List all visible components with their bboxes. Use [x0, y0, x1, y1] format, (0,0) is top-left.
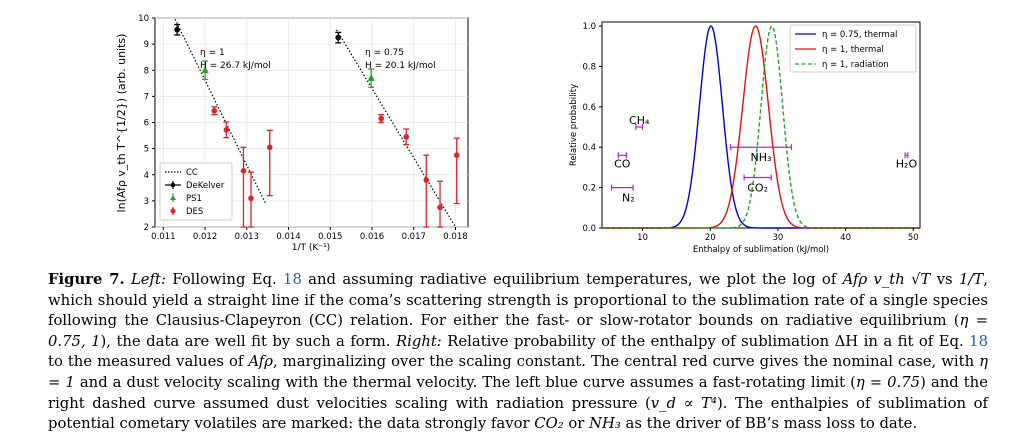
ps1-point — [367, 74, 375, 81]
caption-text: Following Eq. — [165, 271, 284, 288]
des-point — [266, 144, 273, 151]
annotation-eta1: η = 1 — [200, 48, 225, 58]
x-tick-label: 0.012 — [193, 232, 217, 242]
des-point — [403, 134, 410, 140]
dekelver-point — [335, 34, 342, 41]
des-point — [453, 152, 460, 158]
des-point — [378, 115, 384, 122]
annotation-h1: H = 26.7 kJ/mol — [200, 61, 271, 71]
figures: 0.011 0.012 0.013 0.014 0.015 0.016 0.017 0.018… — [115, 14, 921, 255]
caption-text: and assuming radiative equilibrium tempe… — [301, 271, 843, 288]
y-tick-label: 7 — [144, 92, 149, 102]
dekelver-point — [174, 26, 180, 33]
left-chart: 0.011 0.012 0.013 0.014 0.015 0.016 0.017 0.018… — [115, 14, 469, 253]
des-point — [240, 168, 247, 174]
eq-ref-link[interactable]: 18 — [969, 332, 988, 350]
y-tick-label: 8 — [144, 66, 149, 76]
legend-ps1: PS1 — [186, 194, 202, 204]
left-legend: CC DeKelver PS1 DES — [159, 162, 233, 221]
caption-text: or — [563, 415, 590, 433]
des-point — [423, 177, 430, 183]
annotation-h075: H = 20.1 kJ/mol — [365, 61, 436, 71]
right-legend: η = 0.75, thermal η = 1, thermal η = 1, … — [789, 24, 917, 73]
x-tick-label: 0.014 — [276, 232, 300, 242]
caption-text: ). The enthalpies of sublimation of pote… — [48, 394, 989, 433]
caption-left: Left: — [130, 271, 166, 288]
caption-math: CO₂ — [534, 415, 564, 433]
caption-math: NH₃ — [589, 415, 621, 433]
right-chart: N₂ CO CH₄ NH₃ CO₂ H₂O 10 20 30 40 50 0.0 0.2 0.4 0.6 0… — [569, 21, 921, 255]
des-point — [248, 195, 254, 202]
x-tick-label: 0.018 — [443, 232, 467, 242]
y-tick-label: 4 — [144, 171, 149, 181]
y-tick-label: 5 — [144, 145, 149, 155]
legend-cc: CC — [186, 168, 198, 178]
caption-math: 1/T — [958, 271, 984, 288]
right-x-axis-label: Enthalpy of sublimation (kJ/mol) — [693, 245, 829, 255]
volatile-label: H₂O — [896, 157, 918, 170]
caption-math: η = 0.75, 1 — [48, 312, 988, 350]
caption-label: Figure 7. — [48, 271, 125, 288]
des-point — [223, 127, 230, 133]
y-tick-label: 0.2 — [582, 184, 596, 194]
legend-dekelver-marker — [170, 182, 176, 188]
legend-eta1-thermal: η = 1, thermal — [822, 45, 884, 55]
caption-math: η = 1 — [48, 353, 988, 391]
x-tick-label: 50 — [908, 233, 919, 243]
caption-math: v_d ∝ T⁴ — [650, 394, 717, 412]
caption-text: , which should yield a straight line if … — [48, 271, 988, 330]
right-y-axis-label: Relative probability — [569, 84, 579, 166]
caption-text: as the driver of BB’s mass loss to date. — [620, 415, 918, 433]
caption-text: ), the data are well fit by such a form. — [100, 332, 396, 350]
des-point — [437, 204, 443, 211]
legend-dekelver: DeKelver — [186, 181, 225, 191]
caption-math: Afρ — [248, 353, 273, 371]
x-tick-label: 0.017 — [402, 232, 426, 242]
legend-eta1-radiation: η = 1, radiation — [822, 60, 889, 70]
x-tick-label: 40 — [840, 233, 851, 243]
y-tick-label: 0.0 — [582, 224, 596, 234]
caption-right: Right: — [395, 332, 442, 350]
caption-text: to the measured values of — [48, 353, 249, 371]
ps1-point — [201, 66, 209, 74]
x-tick-label: 10 — [637, 233, 648, 243]
y-tick-label: 9 — [144, 40, 149, 50]
x-tick-label: 30 — [773, 233, 784, 243]
caption-text: Relative probability of the enthalpy of … — [441, 332, 970, 350]
x-tick-label: 0.013 — [235, 232, 259, 242]
caption-text: , marginalizing over the scaling constan… — [272, 353, 980, 371]
y-tick-label: 0.8 — [582, 62, 596, 72]
y-tick-label: 10 — [138, 14, 149, 24]
caption-math: η = 0.75 — [855, 373, 921, 391]
x-tick-label: 0.016 — [360, 232, 384, 242]
volatile-label: CO — [614, 157, 631, 170]
y-tick-label: 3 — [144, 197, 149, 207]
x-tick-label: 0.011 — [151, 232, 175, 242]
caption-text: ) and the right dashed curve assumed dus… — [48, 373, 988, 412]
left-x-axis-label: 1/T (K⁻¹) — [292, 243, 330, 253]
cc-fit-line — [174, 19, 267, 204]
legend-des: DES — [186, 207, 203, 217]
caption-text: and a dust velocity scaling with the the… — [74, 373, 856, 391]
y-tick-label: 0.4 — [582, 143, 596, 153]
annotation-eta075: η = 0.75 — [365, 48, 404, 58]
des-point — [211, 107, 218, 114]
x-tick-label: 0.015 — [318, 232, 342, 242]
eq-ref-link[interactable]: 18 — [283, 271, 302, 288]
y-tick-label: 2 — [144, 223, 149, 233]
legend-eta075-thermal: η = 0.75, thermal — [822, 30, 897, 40]
y-tick-label: 1.0 — [582, 22, 596, 32]
y-tick-label: 0.6 — [582, 103, 596, 113]
curve-green — [602, 25, 920, 229]
figure-caption: Figure 7. Left: Following Eq. 18 and ass… — [48, 270, 988, 435]
x-tick-label: 20 — [705, 233, 716, 243]
y-tick-label: 6 — [144, 119, 149, 129]
caption-math: Afρ v_th √T — [842, 271, 931, 288]
volatile-label: CO₂ — [747, 182, 768, 195]
volatile-label: N₂ — [622, 192, 635, 205]
left-y-axis-label: ln(Afρ v_th T^{1/2}) (arb. units) — [115, 34, 128, 213]
volatile-label: NH₃ — [751, 151, 772, 164]
volatile-label: CH₄ — [629, 114, 650, 127]
caption-text: vs — [930, 271, 959, 288]
